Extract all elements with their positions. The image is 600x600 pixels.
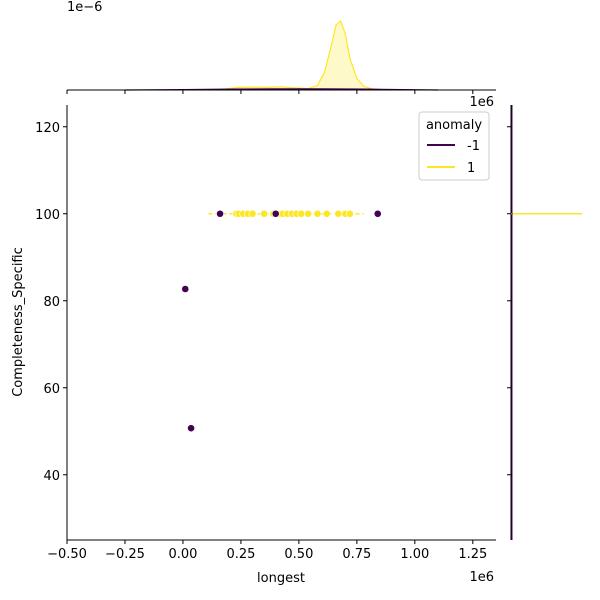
- x-axis-title: longest: [257, 571, 305, 586]
- legend: anomaly -1 1: [418, 111, 490, 181]
- top-marginal: 1e−6: [66, 0, 496, 94]
- y-axis-title: Completeness_Specific: [11, 247, 26, 397]
- y-tick-label: 60: [43, 382, 60, 397]
- scatter-point-1: [297, 209, 306, 218]
- scatter-point-1: [248, 209, 257, 218]
- top-kde-line--1: [124, 88, 439, 91]
- x-tick-label: 0.25: [226, 547, 255, 562]
- y-tick-label: 80: [43, 295, 60, 310]
- top-kde-line-1: [210, 19, 388, 91]
- right-marginal: 1e6: [469, 95, 582, 540]
- x-axis-offset-label: 1e6: [469, 570, 494, 585]
- top-marginal-offset-label: 1e−6: [67, 0, 102, 15]
- scatter-point-1: [260, 209, 269, 218]
- legend-label-neg1: -1: [467, 139, 480, 154]
- top-kde-fill-1: [210, 20, 388, 91]
- scatter-point--1: [271, 209, 280, 218]
- main-axes: −0.50 −0.25 0.00 0.25 0.50 0.75 1.00 1.25 40 60 8…: [11, 105, 496, 586]
- scatter-point--1: [373, 209, 382, 218]
- scatter-point--1: [181, 285, 190, 293]
- scatter-point-1: [346, 209, 354, 218]
- x-tick-label: −0.50: [47, 547, 87, 562]
- scatter-point--1: [187, 424, 195, 433]
- x-tick-label: −0.25: [105, 547, 145, 562]
- legend-label-1: 1: [467, 161, 475, 176]
- x-tick-label: 1.00: [400, 547, 429, 562]
- y-tick-label: 120: [35, 121, 60, 136]
- y-tick-label: 40: [43, 469, 60, 484]
- x-tick-label: 0.50: [284, 547, 313, 562]
- x-tick-label: 0.75: [342, 547, 371, 562]
- legend-title: anomaly: [426, 118, 482, 133]
- x-tick-label: 0.00: [168, 547, 197, 562]
- scatter-point-1: [304, 209, 313, 218]
- x-tick-label: 1.25: [458, 547, 487, 562]
- scatter-point-1: [322, 209, 331, 218]
- scatter-point-1: [334, 209, 343, 218]
- y-tick-label: 100: [35, 208, 60, 223]
- scatter-point--1: [216, 209, 224, 218]
- right-marginal-offset-label: 1e6: [469, 95, 494, 110]
- scatter-point-1: [313, 209, 322, 218]
